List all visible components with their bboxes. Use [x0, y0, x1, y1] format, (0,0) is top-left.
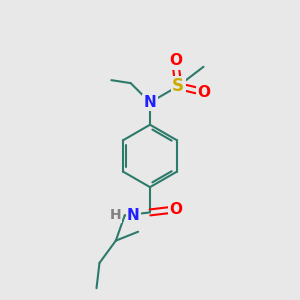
- Text: N: N: [144, 95, 156, 110]
- Text: N: N: [127, 208, 140, 223]
- Text: O: O: [169, 53, 182, 68]
- Text: O: O: [197, 85, 210, 100]
- Text: O: O: [169, 202, 182, 217]
- Text: S: S: [172, 77, 184, 95]
- Text: H: H: [110, 208, 121, 222]
